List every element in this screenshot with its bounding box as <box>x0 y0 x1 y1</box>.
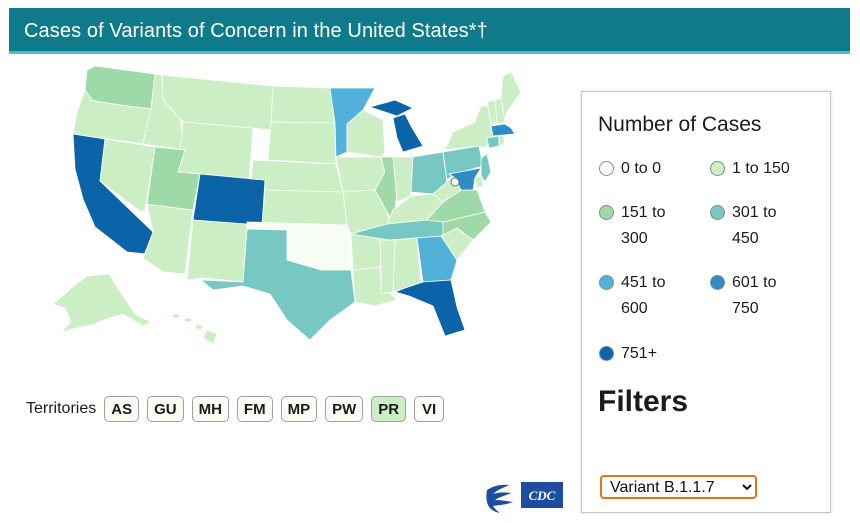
legend-label: 451 to 600 <box>621 274 666 317</box>
legend-label: 751+ <box>621 345 658 362</box>
state-CT[interactable] <box>486 135 500 149</box>
legend-swatch <box>599 346 614 361</box>
legend-swatch <box>599 275 614 290</box>
legend-label: 1 to 150 <box>732 160 790 177</box>
state-WI[interactable] <box>346 109 386 158</box>
state-MI[interactable] <box>369 99 424 153</box>
cdc-logo: CDC <box>521 482 563 508</box>
state-WY[interactable] <box>177 121 254 181</box>
state-KS[interactable] <box>261 189 348 226</box>
territories-row: Territories AS GU MH FM MP PW PR VI <box>26 395 452 423</box>
cdc-logo-text: CDC <box>529 488 556 503</box>
legend-item: 1 to 150 <box>710 156 820 182</box>
legend-item: 451 to 600 <box>599 270 691 322</box>
legend-label: 301 to 450 <box>732 204 777 247</box>
legend-item: 601 to 750 <box>710 270 802 322</box>
territories-label: Territories <box>26 400 97 417</box>
state-MS[interactable] <box>379 239 396 295</box>
state-NY[interactable] <box>444 105 496 151</box>
state-LA[interactable] <box>352 266 398 307</box>
legend-label: 601 to 750 <box>732 274 777 317</box>
state-AK[interactable] <box>52 273 152 333</box>
state-MA[interactable] <box>490 123 516 137</box>
us-states-map <box>52 65 522 345</box>
legend-swatch <box>710 275 725 290</box>
page-title: Cases of Variants of Concern in the Unit… <box>24 20 488 42</box>
title-bar: Cases of Variants of Concern in the Unit… <box>9 8 850 54</box>
legend-item: 751+ <box>599 341 699 367</box>
territory-button[interactable]: PW <box>325 396 364 422</box>
legend-label: 0 to 0 <box>621 160 662 177</box>
legend-item: 151 to 300 <box>599 200 691 252</box>
state-GA[interactable] <box>416 235 458 283</box>
legend-swatch <box>710 161 725 176</box>
us-map <box>25 62 565 352</box>
hhs-eagle-logo <box>486 484 513 513</box>
variant-select[interactable]: Variant B.1.1.7 <box>600 475 757 499</box>
state-CO[interactable] <box>192 173 266 227</box>
legend-title: Number of Cases <box>598 113 762 136</box>
legend-swatch <box>599 205 614 220</box>
state-NJ[interactable] <box>480 153 492 183</box>
state-HI[interactable] <box>172 313 218 345</box>
legend-panel: Number of Cases 0 to 0 1 to 150 151 to 3… <box>581 91 831 513</box>
territory-button[interactable]: MP <box>280 396 318 422</box>
state-TX[interactable] <box>200 228 356 341</box>
state-NV[interactable] <box>99 138 156 213</box>
territory-button[interactable]: MH <box>191 396 229 422</box>
state-NM[interactable] <box>186 219 248 283</box>
territory-button[interactable]: FM <box>236 396 273 422</box>
state-ME[interactable] <box>500 71 522 123</box>
state-DC[interactable] <box>450 177 460 187</box>
legend-item: 0 to 0 <box>599 156 699 182</box>
legend-swatch <box>710 205 725 220</box>
state-NC[interactable] <box>440 211 492 241</box>
territory-button[interactable]: GU <box>147 396 184 422</box>
state-AZ[interactable] <box>142 203 194 275</box>
state-FL[interactable] <box>394 279 466 337</box>
state-ND[interactable] <box>270 85 336 124</box>
territory-button[interactable]: AS <box>104 396 140 422</box>
territory-button[interactable]: VI <box>414 396 445 422</box>
state-NE[interactable] <box>250 159 344 193</box>
legend-item: 301 to 450 <box>710 200 802 252</box>
legend-swatch <box>599 161 614 176</box>
state-RI[interactable] <box>498 135 505 147</box>
state-IN[interactable] <box>392 156 414 203</box>
state-SD[interactable] <box>267 121 337 165</box>
legend-label: 151 to 300 <box>621 204 666 247</box>
state-DE[interactable] <box>474 175 484 189</box>
filters-heading: Filters <box>598 385 689 418</box>
territory-button[interactable]: PR <box>371 396 407 422</box>
